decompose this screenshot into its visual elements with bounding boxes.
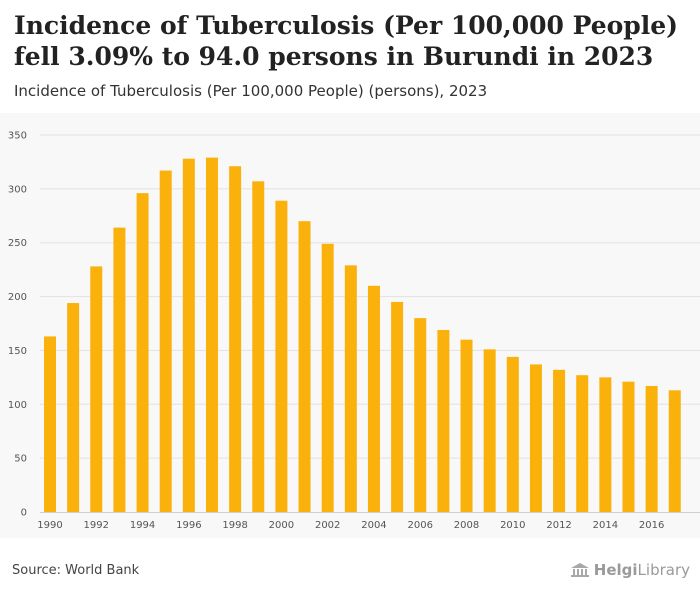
bar-2011: [529, 364, 542, 512]
source-note: Source: World Bank: [12, 563, 140, 578]
bars: [44, 157, 681, 512]
y-tick-label: 350: [8, 131, 27, 142]
chart-subtitle: Incidence of Tuberculosis (Per 100,000 P…: [14, 82, 488, 100]
helgi-library-logo: HelgiLibrary: [570, 561, 690, 579]
bar-1991: [67, 303, 80, 512]
x-tick-label: 2012: [546, 520, 571, 531]
x-tick-label: 2008: [454, 520, 479, 531]
bar-2010: [506, 356, 519, 512]
x-tick-label: 2006: [408, 520, 433, 531]
x-tick-label: 2004: [361, 520, 386, 531]
y-tick-label: 150: [8, 346, 27, 357]
y-tick-label: 50: [14, 454, 27, 465]
x-tick-label: 1990: [37, 520, 62, 531]
bar-2013: [576, 375, 589, 512]
x-tick-label: 1992: [84, 520, 109, 531]
bar-1995: [159, 170, 172, 512]
bar-1998: [229, 166, 242, 512]
logo-suffix-text: Library: [637, 561, 690, 579]
bar-2003: [344, 265, 357, 512]
bar-2008: [460, 339, 473, 512]
x-tick-label: 2000: [269, 520, 294, 531]
bar-1992: [90, 266, 103, 512]
bar-2001: [298, 221, 311, 512]
bar-2002: [321, 243, 334, 512]
bar-1994: [136, 193, 149, 512]
bar-2012: [553, 369, 566, 512]
bar-2000: [275, 200, 288, 512]
y-tick-label: 200: [8, 292, 27, 303]
bar-2015: [622, 381, 635, 512]
bar-2014: [599, 377, 612, 512]
x-tick-label: 2014: [593, 520, 618, 531]
bar-2009: [483, 349, 496, 512]
bar-1999: [252, 181, 265, 512]
y-tick-label: 300: [8, 184, 27, 195]
x-tick-label: 2002: [315, 520, 340, 531]
x-tick-label: 1994: [130, 520, 155, 531]
logo-main-text: Helgi: [593, 561, 638, 579]
bar-2006: [414, 318, 427, 512]
bar-2005: [391, 301, 404, 512]
y-axis-ticks: 0 50 100 150 200 250 300 350: [8, 131, 27, 519]
x-tick-label: 1996: [176, 520, 201, 531]
y-tick-label: 100: [8, 400, 27, 411]
y-tick-label: 250: [8, 238, 27, 249]
bar-2004: [367, 285, 380, 512]
bar-2016: [645, 385, 658, 512]
x-tick-label: 1998: [222, 520, 247, 531]
y-tick-label: 0: [21, 508, 27, 519]
library-building-icon: [570, 563, 589, 577]
bar-1990: [44, 336, 56, 512]
bar-1997: [205, 157, 218, 512]
bar-1993: [113, 227, 126, 512]
x-tick-label: 2010: [500, 520, 525, 531]
chart-title: Incidence of Tuberculosis (Per 100,000 P…: [14, 11, 679, 71]
bar-2007: [437, 329, 450, 512]
bar-2017: [668, 390, 681, 512]
x-axis-ticks: 1990 1992 1994 1996 1998 2000 2002 2004 2006 2008…: [37, 520, 664, 531]
bar-1996: [182, 158, 195, 512]
x-tick-label: 2016: [639, 520, 664, 531]
